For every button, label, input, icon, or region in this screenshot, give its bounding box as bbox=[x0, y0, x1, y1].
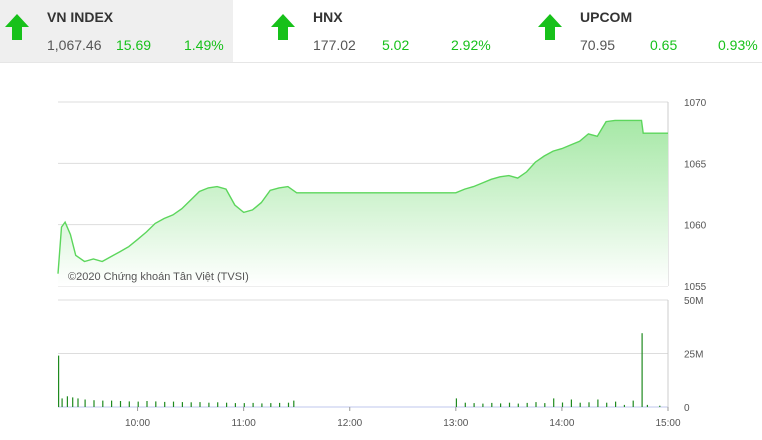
ticker-hnx[interactable]: HNX 177.02 5.02 2.92% bbox=[266, 0, 496, 62]
ticker-value: 177.02 bbox=[313, 37, 356, 53]
volume-tick-label: 50M bbox=[684, 296, 703, 307]
volume-tick-label: 0 bbox=[684, 403, 690, 414]
ticker-change: 0.65 bbox=[650, 37, 678, 53]
volume-tick-label: 25M bbox=[684, 350, 703, 361]
volume-bar bbox=[615, 401, 617, 407]
volume-bar bbox=[579, 402, 581, 407]
ticker-value: 1,067.46 bbox=[47, 37, 102, 53]
volume-bar bbox=[632, 400, 634, 407]
volume-bar bbox=[155, 401, 157, 407]
volume-bar bbox=[234, 403, 236, 407]
volume-y-axis: 0 25M 50M bbox=[684, 296, 703, 414]
volume-bar bbox=[544, 403, 546, 407]
volume-bar bbox=[455, 398, 457, 407]
time-tick-label: 12:00 bbox=[337, 418, 362, 429]
volume-bar bbox=[111, 400, 113, 407]
ticker-name: HNX bbox=[313, 9, 343, 25]
volume-bar bbox=[243, 403, 245, 407]
volume-bar bbox=[181, 402, 183, 407]
volume-bar bbox=[217, 402, 219, 407]
volume-bar bbox=[473, 403, 475, 407]
time-tick-label: 11:00 bbox=[232, 418, 257, 429]
volume-bar bbox=[226, 402, 228, 407]
volume-bar bbox=[606, 402, 608, 407]
volume-bar bbox=[128, 401, 130, 407]
ticker-percent: 0.93% bbox=[718, 37, 758, 53]
arrow-up-icon bbox=[271, 14, 295, 40]
volume-bar bbox=[464, 402, 466, 407]
volume-bar bbox=[535, 402, 537, 407]
volume-bar bbox=[199, 402, 201, 407]
volume-bar bbox=[172, 401, 175, 407]
volume-bar bbox=[137, 401, 139, 407]
volume-bar bbox=[279, 402, 281, 407]
price-tick-label: 1070 bbox=[684, 98, 707, 109]
volume-bar bbox=[72, 397, 74, 407]
volume-bar bbox=[659, 405, 661, 407]
volume-bar bbox=[553, 398, 555, 407]
volume-bar bbox=[146, 401, 148, 407]
volume-bar bbox=[287, 402, 290, 407]
time-tick-label: 10:00 bbox=[125, 418, 150, 429]
price-tick-label: 1055 bbox=[684, 282, 707, 293]
volume-bar bbox=[252, 402, 254, 407]
time-axis: 10:00 11:00 12:00 13:00 14:00 15:00 bbox=[125, 407, 681, 429]
volume-bar bbox=[119, 401, 122, 407]
volume-bar bbox=[588, 402, 590, 407]
price-area-fill bbox=[58, 120, 668, 287]
price-tick-label: 1060 bbox=[684, 221, 707, 232]
volume-bar bbox=[84, 399, 86, 407]
volume-bar bbox=[526, 402, 528, 407]
volume-bar bbox=[102, 400, 104, 407]
volume-bar bbox=[208, 402, 210, 407]
volume-bar bbox=[66, 396, 68, 407]
volume-bar bbox=[58, 355, 60, 407]
ticker-change: 15.69 bbox=[116, 37, 152, 53]
watermark: ©2020 Chứng khoán Tân Việt (TVSI) bbox=[68, 271, 249, 283]
volume-bar bbox=[561, 402, 564, 407]
volume-bar bbox=[646, 404, 648, 407]
time-tick-label: 14:00 bbox=[549, 418, 574, 429]
volume-bar bbox=[61, 398, 63, 407]
volume-bar bbox=[261, 403, 263, 407]
ticker-value: 70.95 bbox=[580, 37, 616, 53]
price-y-axis: 1055 1060 1065 1070 bbox=[684, 98, 707, 293]
volume-bar bbox=[190, 402, 192, 407]
volume-bar bbox=[77, 398, 79, 407]
volume-bar bbox=[500, 403, 502, 407]
volume-bar bbox=[270, 403, 272, 407]
price-line bbox=[57, 119, 668, 274]
volume-bar bbox=[597, 399, 599, 407]
price-area bbox=[57, 119, 668, 287]
ticker-vnindex[interactable]: VN INDEX 1,067.46 15.69 1.49% bbox=[0, 0, 233, 62]
volume-bar bbox=[491, 402, 493, 407]
price-tick-label: 1065 bbox=[684, 159, 707, 170]
ticker-upcom[interactable]: UPCOM 70.95 0.65 0.93% bbox=[533, 0, 762, 62]
ticker-percent: 2.92% bbox=[451, 37, 491, 53]
arrow-up-icon bbox=[538, 14, 562, 40]
ticker-name: UPCOM bbox=[580, 9, 633, 25]
volume-bar bbox=[508, 402, 511, 407]
volume-bar bbox=[517, 403, 519, 407]
volume-bars bbox=[58, 333, 661, 407]
header-divider bbox=[0, 62, 762, 63]
volume-bar bbox=[641, 333, 643, 407]
time-tick-label: 15:00 bbox=[655, 418, 680, 429]
ticker-name: VN INDEX bbox=[47, 9, 114, 25]
ticker-change: 5.02 bbox=[382, 37, 410, 53]
volume-bar bbox=[93, 400, 95, 407]
volume-bar bbox=[623, 404, 625, 407]
volume-grid bbox=[58, 299, 669, 408]
volume-bar bbox=[164, 401, 166, 407]
arrow-up-icon bbox=[5, 14, 29, 40]
time-tick-label: 13:00 bbox=[443, 418, 468, 429]
volume-bar bbox=[293, 400, 295, 407]
volume-bar bbox=[570, 399, 572, 407]
volume-bar bbox=[482, 403, 484, 407]
ticker-percent: 1.49% bbox=[184, 37, 224, 53]
